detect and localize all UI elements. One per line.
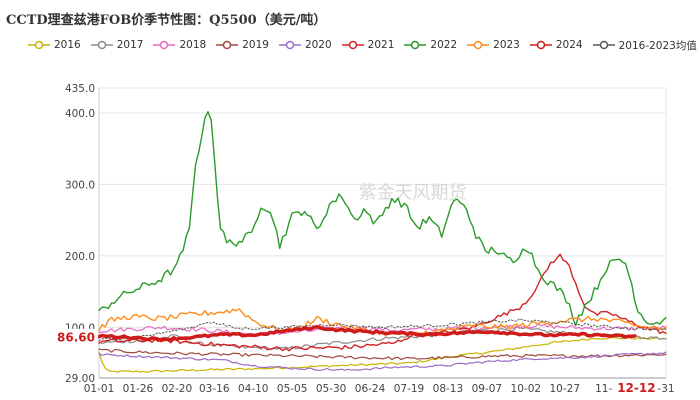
legend-item-2020[interactable]: 2020 <box>278 39 332 51</box>
x-tick-label: 08-13 <box>433 383 464 395</box>
legend-marker-dot <box>97 40 106 50</box>
legend-marker-icon <box>592 40 615 50</box>
x-tick-label: 03-16 <box>199 383 230 395</box>
x-tick-label: 01-01 <box>84 383 115 395</box>
legend-label: 2017 <box>116 39 144 51</box>
x-tick-label: 09-07 <box>472 383 503 395</box>
legend-item-2019[interactable]: 2019 <box>216 39 269 51</box>
series-line-2018 <box>98 323 667 337</box>
legend-label: 2016 <box>54 39 81 51</box>
x-tick-label: 07-19 <box>394 383 425 395</box>
legend-label: 2018 <box>179 39 207 51</box>
last-value-tag-bg <box>54 328 98 345</box>
legend-marker-dot <box>222 40 232 50</box>
legend-item-2021[interactable]: 2021 <box>341 39 395 51</box>
legend-item-2023[interactable]: 2023 <box>467 39 520 51</box>
last-value-label: 86.60 <box>57 330 95 344</box>
legend-label: 2024 <box>555 39 583 51</box>
x-tick-label: 05-05 <box>277 383 308 395</box>
x-tick-label: 10-27 <box>549 383 580 395</box>
legend-label: 2016-2023均值 <box>618 39 697 52</box>
legend-marker-dot <box>285 40 295 50</box>
series-line-2022 <box>98 111 667 327</box>
legend-marker-icon <box>404 40 427 50</box>
series-line-2016-2023均值 <box>98 318 667 341</box>
x-tick-label: 05-30 <box>316 383 347 395</box>
y-tick-label: 300.0 <box>65 179 95 191</box>
series-line-2020 <box>98 351 667 371</box>
legend-marker-icon <box>529 40 552 50</box>
x-tick-label: -31 <box>657 383 674 395</box>
legend-item-2016[interactable]: 2016 <box>28 39 81 51</box>
legend-label: 2020 <box>304 39 332 51</box>
legend-label: 2021 <box>367 39 395 51</box>
legend-item-2016-2023均值[interactable]: 2016-2023均值 <box>592 38 697 53</box>
legend-marker-dot <box>411 40 420 50</box>
x-tick-label: 10-02 <box>511 383 542 395</box>
legend-marker-icon <box>216 40 239 50</box>
series-line-2016 <box>98 336 667 373</box>
x-tick-label: 06-24 <box>355 383 386 395</box>
x-tick-label: 12-12 <box>617 381 655 395</box>
watermark: 紫金天风期货 <box>359 183 467 204</box>
chart-legend: 2016 2017 2018 2019 2020 2021 2022 2023 2024 2016… <box>28 37 700 53</box>
x-tick-label: 01-26 <box>123 383 154 395</box>
y-tick-label: 400.0 <box>65 108 95 120</box>
legend-marker-icon <box>153 40 176 50</box>
series-line-2019 <box>98 348 667 361</box>
legend-marker-icon <box>278 40 301 50</box>
legend-marker-dot <box>160 40 169 50</box>
legend-item-2022[interactable]: 2022 <box>404 39 457 51</box>
legend-marker-dot <box>599 40 608 50</box>
y-tick-label: 200.0 <box>65 251 95 263</box>
legend-marker-icon <box>28 40 50 50</box>
x-tick-label: 04-10 <box>238 383 269 395</box>
legend-marker-dot <box>34 40 44 50</box>
legend-marker-dot <box>536 40 546 50</box>
legend-label: 2019 <box>242 39 269 51</box>
x-tick-label: 02-20 <box>162 383 193 395</box>
legend-marker-dot <box>473 40 483 50</box>
y-tick-label: 435.0 <box>65 83 95 95</box>
legend-item-2024[interactable]: 2024 <box>529 39 583 51</box>
chart-title: CCTD理查兹港FOB价季节性图：Q5500（美元/吨） <box>6 13 327 28</box>
legend-marker-icon <box>341 40 364 50</box>
legend-item-2017[interactable]: 2017 <box>90 39 144 51</box>
legend-marker-icon <box>90 40 113 50</box>
legend-marker-dot <box>348 40 357 50</box>
y-tick-label: 29.00 <box>65 373 95 385</box>
series-line-2021 <box>98 253 667 352</box>
x-tick-label: 11- <box>595 383 612 395</box>
legend-label: 2022 <box>430 39 458 51</box>
legend-label: 2023 <box>493 39 520 51</box>
legend-item-2018[interactable]: 2018 <box>153 39 206 51</box>
series-line-2024 <box>97 324 637 343</box>
legend-marker-icon <box>467 40 490 50</box>
